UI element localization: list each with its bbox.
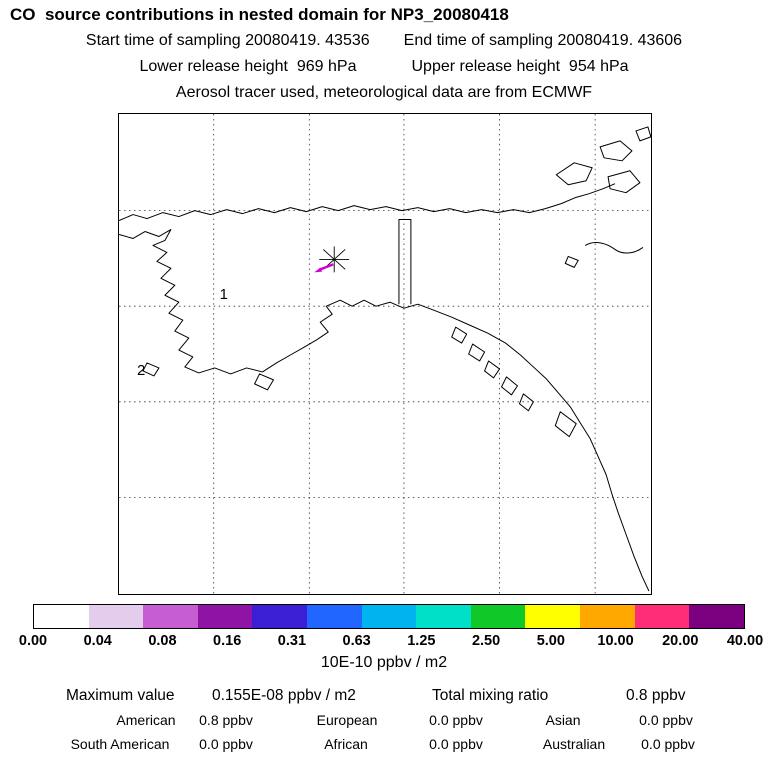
colorbar-tick-label: 5.00 <box>536 633 565 649</box>
colorbar-segment <box>88 605 144 628</box>
sampling-start-text: Start time of sampling 20080419. 43536 <box>85 32 370 49</box>
pacific-coastline-path <box>119 229 650 592</box>
inland-water-path <box>564 242 644 268</box>
trajectory-arrow <box>314 263 334 273</box>
upper-release-height-text: Upper release height 954 hPa <box>411 58 629 75</box>
sampling-time-line: Start time of sampling 20080419. 43536 E… <box>0 32 768 50</box>
colorbar-segment <box>634 605 690 628</box>
max-value-label: Maximum value <box>66 687 175 704</box>
colorbar-tick-label: 0.63 <box>342 633 371 649</box>
colorbar-tick-label: 0.00 <box>18 633 48 649</box>
colorbar-segment <box>197 605 253 628</box>
region-name: Asian <box>545 712 581 728</box>
region-value: 0.0 ppbv <box>199 736 253 752</box>
colorbar-tick-label: 1.25 <box>407 633 436 649</box>
colorbar-ticks: 0.00 0.04 0.08 0.16 0.31 0.63 1.25 2.50 5.00 10.0… <box>19 633 763 651</box>
colorbar-tick-label: 40.00 <box>726 633 764 649</box>
region-name: American <box>116 712 176 728</box>
map-panel: 1 2 <box>118 113 652 595</box>
region-value: 0.0 ppbv <box>641 736 695 752</box>
region-value: 0.8 ppbv <box>199 712 253 728</box>
colorbar-segment <box>143 605 198 628</box>
colorbar-segment <box>580 605 635 628</box>
colorbar-tick-label: 0.08 <box>148 633 177 649</box>
region-name: South American <box>70 736 170 752</box>
release-point-label-1: 1 <box>220 286 228 303</box>
colorbar-segment <box>689 605 744 628</box>
region-stats-row-2: South American 0.0 ppbv African 0.0 ppbv… <box>0 736 768 752</box>
region-value: 0.0 ppbv <box>429 736 483 752</box>
colorbar-segment <box>525 605 581 628</box>
colorbar-segment <box>416 605 471 628</box>
colorbar-tick-label: 2.50 <box>471 633 501 649</box>
border-line-path <box>398 219 412 305</box>
page-title: CO source contributions in nested domain… <box>10 5 509 24</box>
colorbar-segment <box>470 605 526 628</box>
sampling-end-text: End time of sampling 20080419. 43606 <box>403 32 683 49</box>
total-mixing-ratio-value: 0.8 ppbv <box>626 687 686 704</box>
release-point-label-2: 2 <box>137 362 145 379</box>
release-height-line: Lower release height 969 hPa Upper relea… <box>0 58 768 76</box>
colorbar-tick-label: 0.04 <box>83 633 112 649</box>
region-value: 0.0 ppbv <box>639 712 693 728</box>
arctic-coastline-path <box>119 183 616 222</box>
lower-release-height-text: Lower release height 969 hPa <box>139 58 357 75</box>
region-stats-row-1: American 0.8 ppbv European 0.0 ppbv Asia… <box>0 712 768 728</box>
max-value: 0.155E-08 ppbv / m2 <box>212 687 356 704</box>
colorbar-units-label: 10E-10 ppbv / m2 <box>320 654 448 671</box>
map-gridlines <box>119 114 651 594</box>
colorbar-segment <box>307 605 362 628</box>
tracer-info-text: Aerosol tracer used, meteorological data… <box>175 84 593 101</box>
colorbar-segment <box>361 605 417 628</box>
islands-arctic-path <box>555 126 651 194</box>
colorbar-segment <box>252 605 308 628</box>
region-name: European <box>316 712 378 728</box>
colorbar-tick-label: 0.16 <box>213 633 242 649</box>
coastline-paths <box>119 126 651 592</box>
colorbar-segment <box>34 605 89 628</box>
summary-stats-line: Maximum value 0.155E-08 ppbv / m2 Total … <box>0 687 768 705</box>
tracer-info-line: Aerosol tracer used, meteorological data… <box>0 84 768 102</box>
colorbar-tick-label: 20.00 <box>662 633 699 649</box>
islands-southeast-path <box>142 326 577 438</box>
total-mixing-ratio-label: Total mixing ratio <box>432 687 549 704</box>
region-name: African <box>324 736 368 752</box>
colorbar-tick-label: 10.00 <box>597 633 634 649</box>
colorbar-segments <box>33 604 745 629</box>
colorbar-tick-label: 0.31 <box>277 633 307 649</box>
map-canvas: 1 2 <box>119 114 651 594</box>
region-name: Australian <box>542 736 606 752</box>
region-value: 0.0 ppbv <box>429 712 483 728</box>
